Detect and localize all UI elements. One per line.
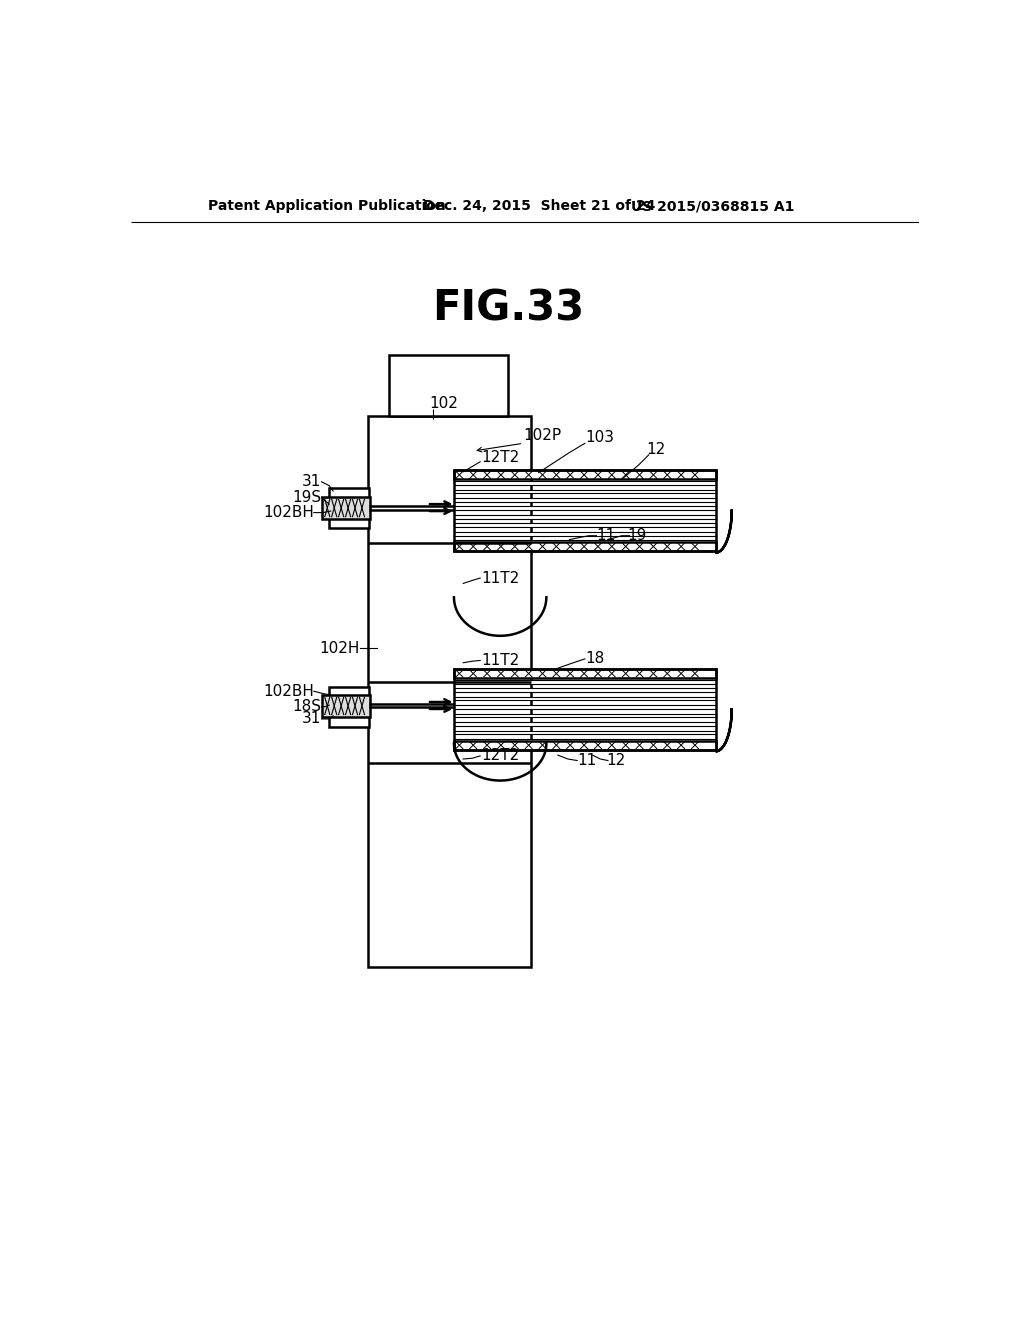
- Text: 19: 19: [628, 528, 646, 544]
- Bar: [454, 540, 716, 544]
- Text: 18S: 18S: [293, 700, 322, 714]
- Bar: [454, 470, 716, 479]
- Text: 12: 12: [606, 752, 626, 768]
- Bar: [368, 416, 531, 968]
- Text: 31: 31: [302, 474, 322, 490]
- Text: 102: 102: [429, 396, 458, 411]
- Text: 11T2: 11T2: [481, 653, 519, 668]
- Bar: [388, 355, 508, 416]
- Bar: [454, 480, 716, 484]
- Text: 11: 11: [578, 752, 596, 768]
- Bar: [454, 507, 716, 511]
- Bar: [454, 697, 716, 701]
- Text: 11: 11: [596, 528, 615, 544]
- Bar: [454, 669, 716, 750]
- Bar: [454, 490, 716, 494]
- Bar: [454, 470, 716, 552]
- Text: 11T2: 11T2: [481, 570, 519, 586]
- Bar: [454, 669, 716, 678]
- Text: 103: 103: [585, 430, 613, 445]
- Bar: [454, 532, 716, 536]
- Text: 102H: 102H: [319, 640, 360, 656]
- Bar: [323, 696, 370, 717]
- Bar: [454, 524, 716, 527]
- Bar: [454, 705, 716, 709]
- Text: 18: 18: [585, 651, 604, 667]
- Text: 12: 12: [646, 442, 666, 457]
- Bar: [454, 741, 716, 750]
- Text: 102BH: 102BH: [263, 506, 313, 520]
- Text: 12T2: 12T2: [481, 450, 519, 465]
- Bar: [454, 722, 716, 726]
- Bar: [454, 680, 716, 684]
- Text: 31: 31: [302, 711, 322, 726]
- Text: 102BH: 102BH: [263, 684, 313, 698]
- Text: Patent Application Publication: Patent Application Publication: [208, 199, 445, 213]
- Text: FIG.33: FIG.33: [432, 288, 584, 330]
- Bar: [454, 498, 716, 502]
- Text: 19S: 19S: [293, 490, 322, 504]
- Text: Dec. 24, 2015  Sheet 21 of 24: Dec. 24, 2015 Sheet 21 of 24: [423, 199, 655, 213]
- Bar: [454, 515, 716, 519]
- Bar: [323, 498, 370, 519]
- Bar: [454, 739, 716, 743]
- Bar: [454, 714, 716, 718]
- Text: US 2015/0368815 A1: US 2015/0368815 A1: [631, 199, 795, 213]
- Bar: [330, 686, 370, 726]
- Text: 102P: 102P: [523, 428, 561, 444]
- Bar: [330, 488, 370, 528]
- Bar: [454, 688, 716, 692]
- Bar: [454, 543, 716, 552]
- Text: 12T2: 12T2: [481, 748, 519, 763]
- Bar: [454, 730, 716, 734]
